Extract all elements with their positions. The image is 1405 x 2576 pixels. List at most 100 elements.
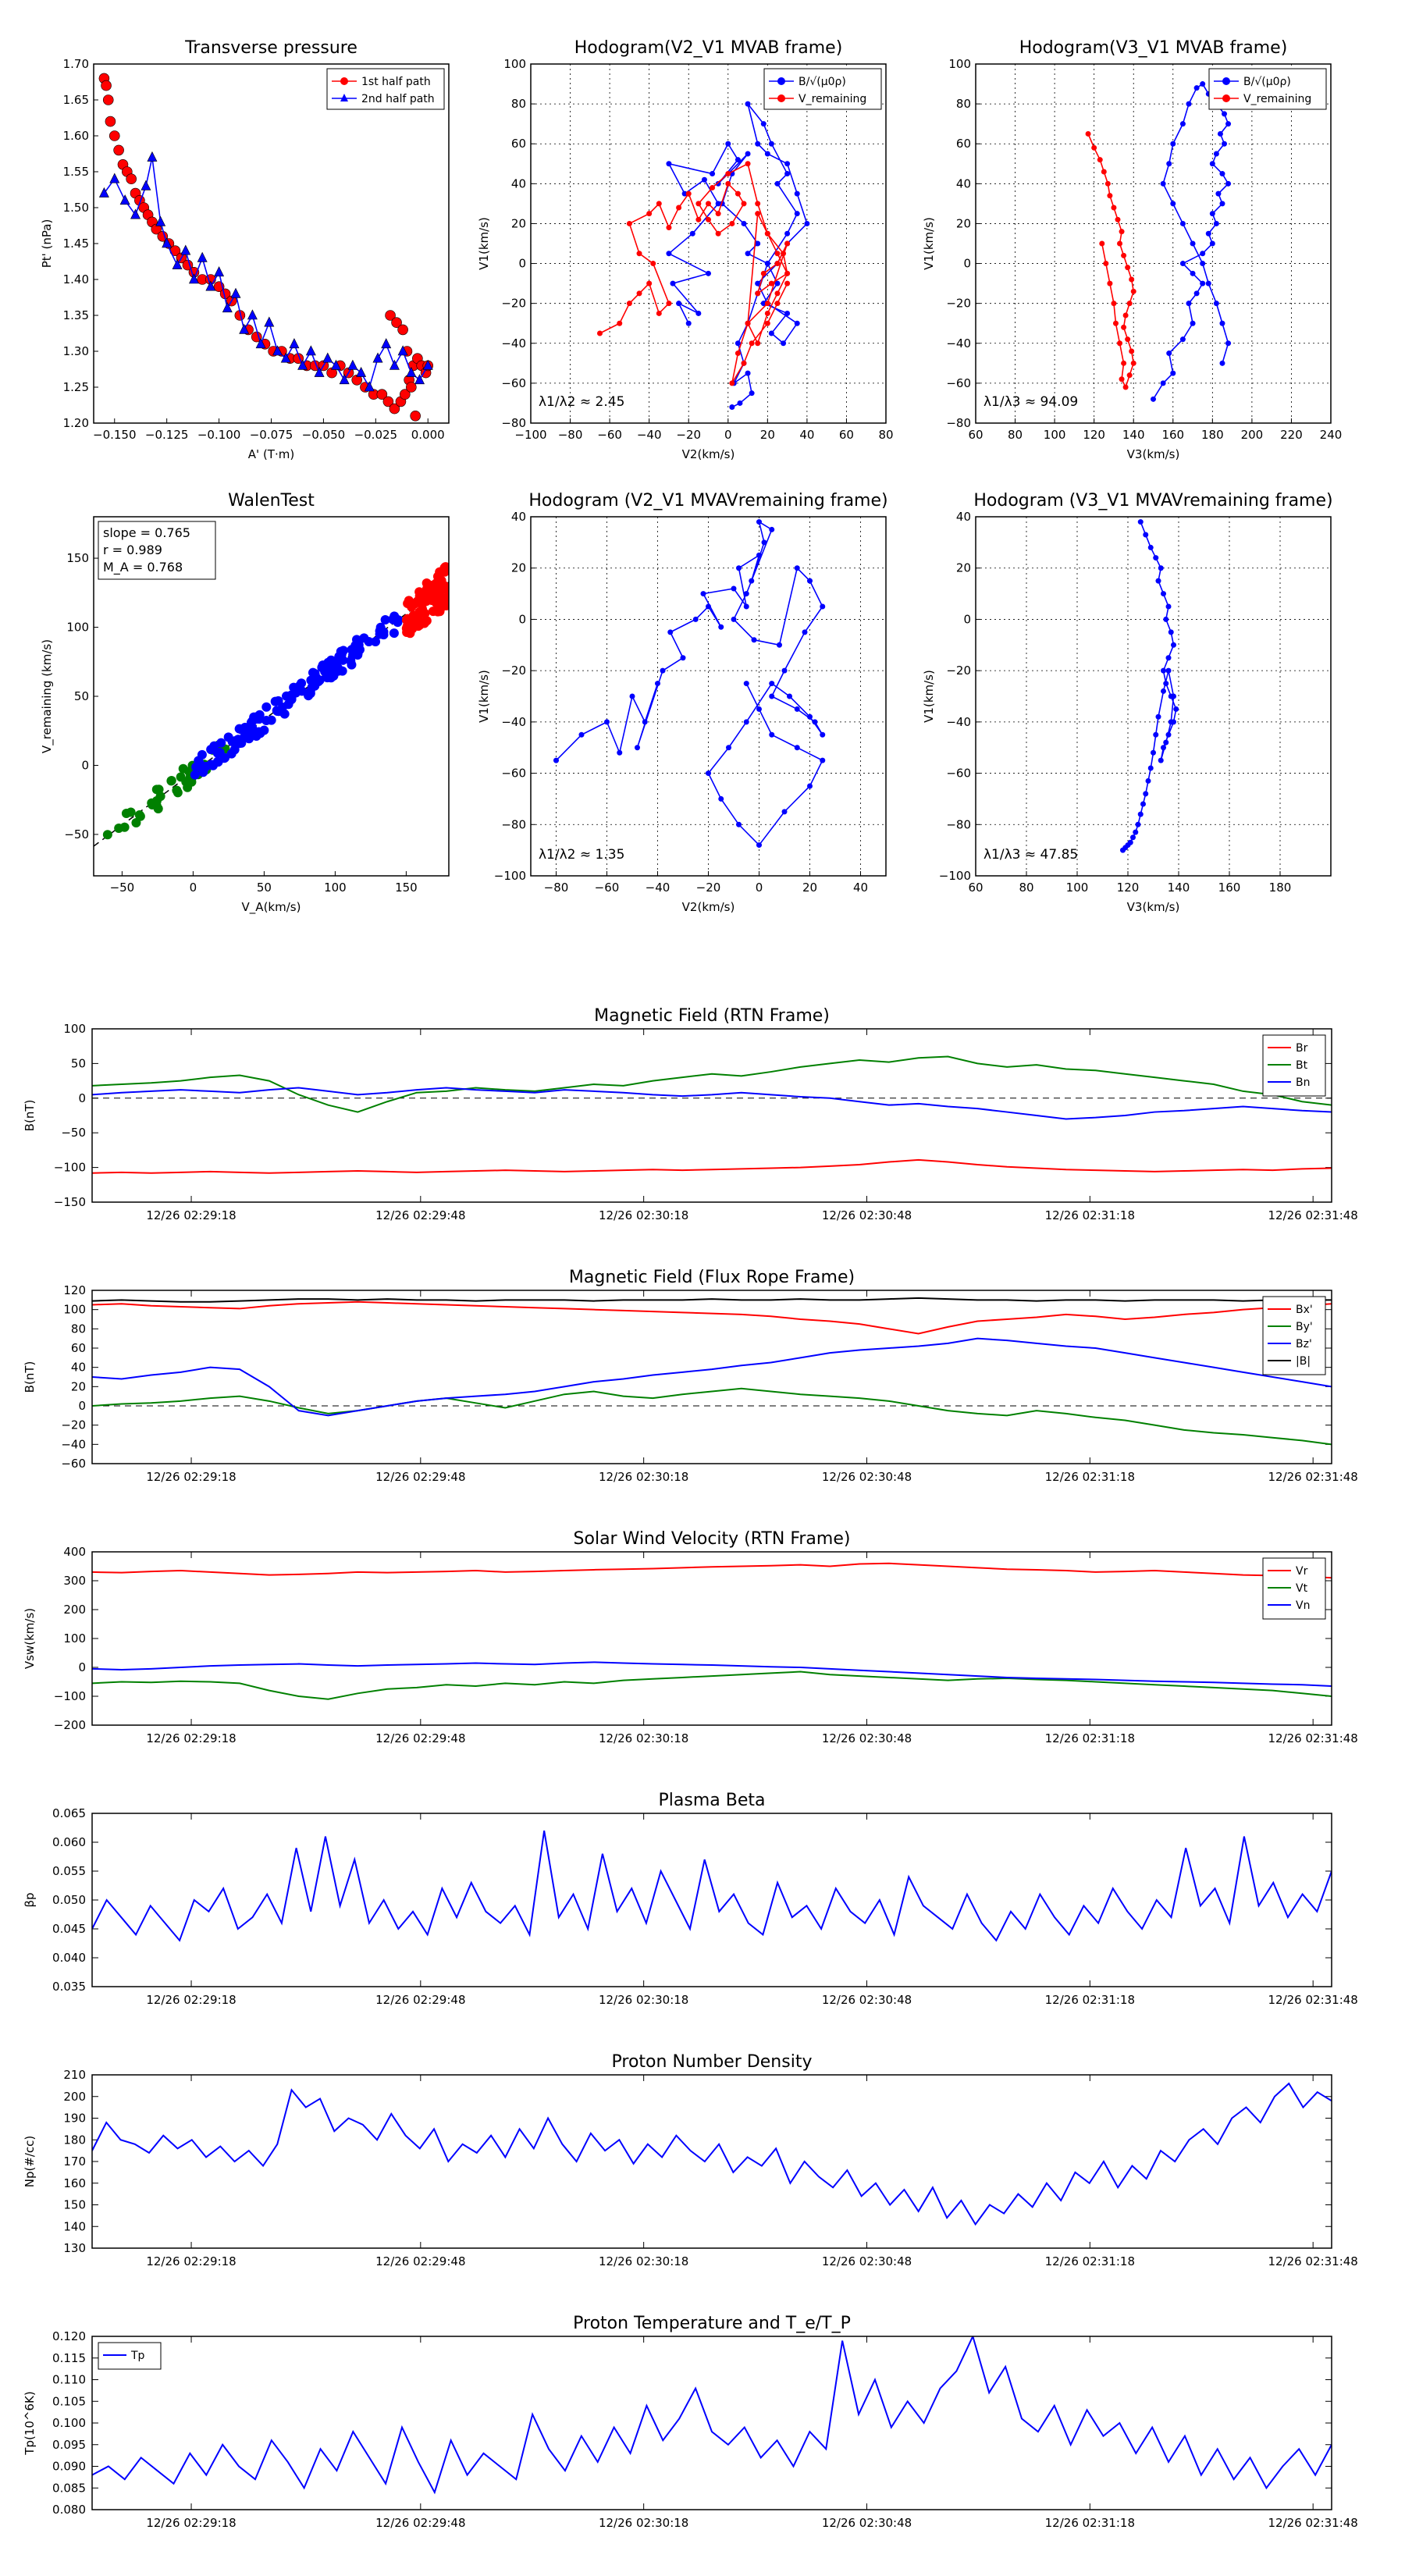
legend-label: Br xyxy=(1296,1042,1308,1055)
y-tick-label: −20 xyxy=(61,1418,86,1432)
legend-marker xyxy=(340,77,348,85)
data-point xyxy=(756,842,762,849)
data-point xyxy=(729,220,735,226)
data-point xyxy=(764,310,770,316)
data-point xyxy=(626,301,632,307)
data-point xyxy=(194,756,204,766)
data-point xyxy=(1119,229,1125,235)
y-tick-label: 60 xyxy=(71,1341,86,1355)
x-tick-label: 60 xyxy=(968,881,983,895)
data-point xyxy=(1225,180,1232,187)
stats-line: r = 0.989 xyxy=(103,543,162,557)
data-point xyxy=(376,389,388,400)
data-point xyxy=(1129,348,1135,354)
data-point xyxy=(756,552,762,558)
plot-area xyxy=(92,1297,1332,1446)
y-tick-label: 1.65 xyxy=(63,93,89,107)
x-tick-label: 120 xyxy=(1117,881,1140,895)
plot-frame xyxy=(975,516,1332,877)
y-tick-label: 40 xyxy=(511,510,526,524)
plot-frame xyxy=(93,63,450,424)
data-point xyxy=(755,141,761,147)
y-tick-label: 170 xyxy=(63,2154,86,2169)
x-tick-label: 12/26 02:29:48 xyxy=(375,1208,465,1222)
data-point xyxy=(1135,821,1141,827)
data-point xyxy=(1107,280,1113,286)
data-point xyxy=(347,359,358,370)
data-point xyxy=(774,301,781,307)
data-point xyxy=(666,225,672,231)
legend-label: |B| xyxy=(1296,1355,1311,1368)
x-axis-label: V_A(km/s) xyxy=(242,900,301,915)
chart-hodogram-v2-v1-mvav: Hodogram (V2_V1 MVAVremaining frame) −80 −… xyxy=(477,491,888,914)
y-tick-label: 20 xyxy=(956,216,971,230)
data-point xyxy=(1209,240,1215,247)
y-tick-label: 20 xyxy=(511,216,526,230)
y-tick-label: −40 xyxy=(61,1437,86,1451)
series-line-By' xyxy=(92,1387,1332,1446)
data-point xyxy=(1213,151,1219,157)
data-point xyxy=(1193,290,1200,297)
data-point xyxy=(1200,81,1206,87)
data-point xyxy=(706,603,711,610)
data-point xyxy=(1158,757,1164,763)
y-tick-label: 0.100 xyxy=(52,2416,86,2430)
legend: 1st half path 2nd half path xyxy=(326,68,445,110)
x-tick-label: 240 xyxy=(1320,428,1343,442)
x-tick-label: 12/26 02:29:48 xyxy=(375,1993,465,2007)
y-axis-label: B(nT) xyxy=(23,1100,37,1132)
data-point xyxy=(350,640,361,650)
data-point xyxy=(1225,340,1232,347)
y-tick-label: 40 xyxy=(956,510,971,524)
legend-marker xyxy=(1222,77,1230,85)
y-tick-label: 0 xyxy=(78,1660,86,1674)
data-point xyxy=(399,389,411,400)
data-point xyxy=(701,176,707,183)
data-point xyxy=(676,205,682,211)
plot-frame xyxy=(91,2336,1332,2510)
y-axis-label: Vsw(km/s) xyxy=(23,1608,37,1669)
y-tick-label: 50 xyxy=(71,1056,86,1070)
legend-box xyxy=(326,68,445,110)
x-tick-label: 160 xyxy=(1161,428,1184,442)
data-point xyxy=(1147,765,1154,771)
data-point xyxy=(443,586,449,596)
data-point xyxy=(1121,252,1127,258)
series-line-Bt xyxy=(92,1055,1332,1113)
data-point xyxy=(760,121,767,127)
data-point xyxy=(820,603,826,610)
data-point xyxy=(743,719,749,725)
data-point xyxy=(1121,324,1127,330)
data-point xyxy=(1217,130,1223,137)
chart-title: Solar Wind Velocity (RTN Frame) xyxy=(574,1529,851,1549)
data-point xyxy=(222,302,233,313)
data-point xyxy=(326,367,337,379)
x-tick-label: 12/26 02:29:18 xyxy=(146,1731,236,1745)
data-point xyxy=(774,261,781,267)
data-point xyxy=(440,562,449,572)
data-point xyxy=(741,360,747,366)
data-point xyxy=(101,80,112,91)
data-point xyxy=(385,310,396,321)
data-point xyxy=(1099,240,1105,247)
data-point xyxy=(1186,301,1192,307)
data-point xyxy=(435,583,445,593)
data-point xyxy=(764,320,770,326)
x-tick-label: 80 xyxy=(878,428,893,442)
x-tick-label: 20 xyxy=(802,881,817,895)
data-point xyxy=(1140,801,1146,807)
chart-hodogram-v2-v1-mvab: Hodogram(V2_V1 MVAB frame)−100 −80 −60 −40−… xyxy=(477,38,894,461)
y-tick-label: −20 xyxy=(501,664,526,678)
data-point xyxy=(1101,169,1107,175)
data-point xyxy=(794,745,800,751)
data-point xyxy=(794,211,800,217)
legend-label: Vn xyxy=(1296,1599,1310,1612)
chart-title: Proton Temperature and T_e/T_P xyxy=(573,2314,851,2333)
data-point xyxy=(715,180,721,187)
data-point xyxy=(102,94,114,105)
legend-label: Vt xyxy=(1296,1582,1308,1595)
x-tick-label: 150 xyxy=(395,881,418,895)
data-point xyxy=(784,280,791,286)
chart-title: Transverse pressure xyxy=(184,38,357,58)
legend-label: Bn xyxy=(1296,1076,1310,1089)
